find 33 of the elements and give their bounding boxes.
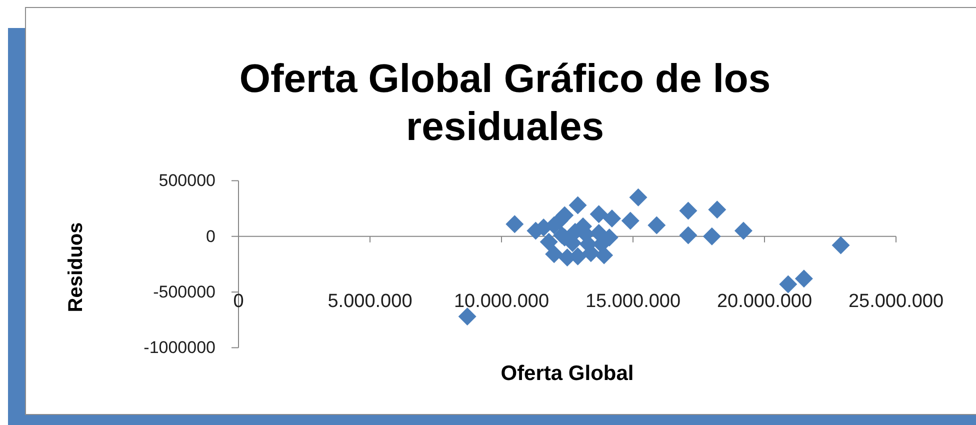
point xyxy=(679,226,698,244)
point xyxy=(568,196,587,214)
y-tick-label: -1000000 xyxy=(144,338,216,358)
point xyxy=(648,216,666,234)
point xyxy=(556,206,574,224)
x-tick-label: 25.000.000 xyxy=(848,290,944,312)
point xyxy=(621,212,640,230)
chart-title: Oferta Global Gráfico de los residuales xyxy=(239,57,771,149)
y-tick-label: -500000 xyxy=(153,282,216,302)
point xyxy=(832,236,850,254)
y-tick-label: 500000 xyxy=(158,171,216,190)
x-tick-label: 20.000.000 xyxy=(716,290,812,312)
point xyxy=(540,232,558,251)
x-axis-title: Oferta Global xyxy=(500,362,634,385)
point xyxy=(506,215,524,234)
y-axis-title: Residuos xyxy=(65,222,87,312)
point xyxy=(458,308,476,326)
x-tick-label: 15.000.000 xyxy=(585,290,681,312)
point xyxy=(602,210,621,228)
point xyxy=(779,275,798,294)
point xyxy=(734,222,752,240)
point xyxy=(590,205,608,224)
x-tick-label: 0 xyxy=(233,290,244,312)
point xyxy=(545,245,564,264)
point xyxy=(595,246,614,264)
x-tick-label: 10.000.000 xyxy=(454,290,550,312)
y-tick-label: 0 xyxy=(206,226,216,246)
point xyxy=(679,202,698,220)
point xyxy=(702,227,721,246)
x-tick-label: 5.000.000 xyxy=(328,290,412,312)
point xyxy=(629,188,648,206)
point xyxy=(708,200,726,219)
point xyxy=(794,270,813,288)
